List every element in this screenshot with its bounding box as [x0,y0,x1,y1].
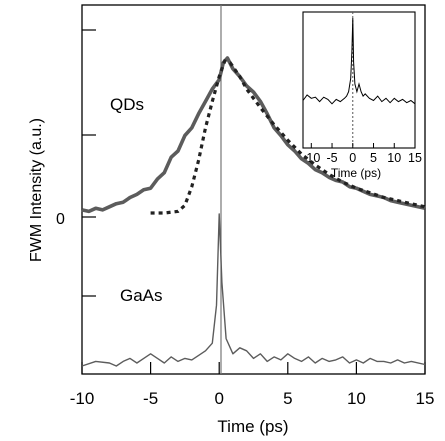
x-ticks [81,362,426,374]
inset-x-tick-label: 0 [349,151,356,165]
qds-fit-series [150,59,426,215]
inset-frame [302,11,416,149]
x-tick-label: 5 [283,389,292,408]
series-layer [81,17,426,367]
inset-series [302,17,416,105]
inset-x-tick-label: 5 [370,151,377,165]
x-tick-label: 15 [416,389,435,408]
inset-x-tick-labels: -10 -5 0 5 10 15 [302,151,422,165]
x-tick-labels: -10 -5 0 5 10 15 [70,389,435,408]
inset-x-ticks [310,143,416,148]
x-tick-label: 0 [214,389,223,408]
gaas-label: GaAs [120,286,163,305]
gaas-series [81,213,426,367]
inset-x-tick-label: 10 [387,151,401,165]
inset-x-axis-label: Time (ps) [331,166,381,180]
qds-label: QDs [110,95,144,114]
x-axis-label: Time (ps) [217,417,288,436]
x-tick-label: -5 [143,389,158,408]
y-zero-label: 0 [56,211,65,228]
inset-x-tick-label: 15 [408,151,422,165]
plot-frame [81,4,426,375]
x-tick-label: -10 [70,389,95,408]
y-axis-label: FWM Intensity (a.u.) [28,118,45,262]
y-ticks [82,29,96,297]
x-tick-label: 10 [347,389,366,408]
inset-x-tick-label: -5 [326,151,337,165]
